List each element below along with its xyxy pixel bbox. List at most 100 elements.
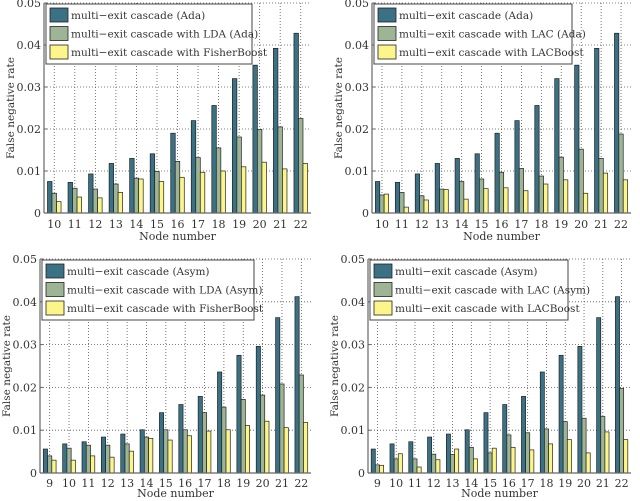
x-axis-label: Node number bbox=[139, 230, 216, 243]
legend-label-2: multi−exit cascade with LDA (Asym) bbox=[67, 285, 262, 297]
bar-series-1 bbox=[139, 429, 145, 474]
bar-series-1 bbox=[614, 32, 620, 214]
legend: multi−exit cascade (Asym) multi−exit casc… bbox=[369, 259, 590, 321]
bar-series-2 bbox=[525, 432, 531, 474]
legend-swatch-1 bbox=[373, 263, 393, 279]
bar-series-3 bbox=[56, 201, 62, 214]
bar-series-3 bbox=[602, 172, 609, 214]
bar-series-3 bbox=[225, 429, 231, 474]
bar-series-3 bbox=[443, 189, 449, 214]
bar-series-3 bbox=[622, 179, 628, 214]
bar-series-2 bbox=[479, 178, 485, 214]
x-tick-label: 14 bbox=[464, 477, 478, 490]
bar-series-3 bbox=[383, 193, 389, 214]
bar-series-3 bbox=[51, 459, 57, 474]
x-tick-label: 12 bbox=[88, 218, 102, 231]
bar-series-1 bbox=[494, 132, 500, 214]
x-tick-label: 9 bbox=[46, 477, 53, 490]
bar-series-3 bbox=[199, 171, 206, 214]
bar-series-1 bbox=[558, 354, 564, 474]
bar-series-2 bbox=[598, 158, 604, 214]
legend-box bbox=[369, 259, 569, 321]
y-tick-label: 0.04 bbox=[13, 296, 38, 309]
x-tick-label: 19 bbox=[232, 218, 246, 231]
x-tick-label: 21 bbox=[275, 477, 289, 490]
bar-series-1 bbox=[414, 173, 420, 214]
bar-series-2 bbox=[154, 171, 160, 214]
bar-series-3 bbox=[90, 455, 96, 474]
y-tick-label: 0.05 bbox=[13, 253, 38, 266]
bar-series-1 bbox=[47, 181, 53, 214]
legend-swatch-3 bbox=[49, 44, 69, 60]
bar-series-2 bbox=[619, 387, 625, 474]
y-tick-label: 0.01 bbox=[341, 424, 366, 437]
bar-series-1 bbox=[502, 404, 508, 474]
bar-series-3 bbox=[604, 431, 610, 474]
bar-series-3 bbox=[220, 170, 226, 214]
bar-series-2 bbox=[459, 181, 465, 214]
x-tick-label: 14 bbox=[139, 477, 153, 490]
bar-series-1 bbox=[275, 317, 281, 474]
y-tick-label: 0 bbox=[30, 467, 37, 480]
bar-series-2 bbox=[558, 156, 564, 214]
x-tick-label: 13 bbox=[120, 477, 134, 490]
x-tick-label: 16 bbox=[502, 477, 516, 490]
bar-series-3 bbox=[623, 439, 629, 474]
bar-series-1 bbox=[375, 181, 381, 214]
x-tick-label: 17 bbox=[521, 477, 535, 490]
x-axis-label: Node number bbox=[137, 487, 214, 497]
y-tick-label: 0.05 bbox=[17, 0, 42, 10]
bar-series-1 bbox=[521, 396, 526, 474]
bar-series-1 bbox=[483, 412, 489, 474]
grid bbox=[368, 258, 631, 473]
x-tick-label: 20 bbox=[253, 218, 267, 231]
y-tick-label: 0.04 bbox=[17, 39, 42, 52]
bar-series-2 bbox=[399, 192, 405, 214]
x-tick-label: 21 bbox=[594, 218, 608, 231]
bar-series-2 bbox=[260, 394, 266, 474]
bar-chart-ada-lac: 0 0.01 0.02 0.03 0.04 0.05 10 11 12 13 14 15 16 17 18 1… bbox=[333, 0, 631, 243]
legend-label-2: multi−exit cascade with LAC (Ada) bbox=[399, 29, 586, 41]
bar-series-3 bbox=[523, 190, 529, 214]
x-tick-label: 13 bbox=[446, 477, 460, 490]
bar-series-3 bbox=[403, 206, 409, 214]
bars bbox=[370, 296, 629, 474]
bar-series-1 bbox=[408, 441, 414, 474]
bar-series-3 bbox=[548, 443, 554, 474]
x-tick-label: 12 bbox=[101, 477, 115, 490]
y-tick-label: 0.03 bbox=[341, 339, 366, 352]
bar-series-2 bbox=[202, 412, 208, 474]
bar-series-1 bbox=[514, 120, 520, 214]
bar-series-3 bbox=[70, 459, 76, 474]
legend: multi−exit cascade (Asym) multi−exit casc… bbox=[41, 259, 264, 321]
bar-chart-asym-lda: 0 0.01 0.02 0.03 0.04 0.05 9 10 11 12 13 14 15 16 17 18… bbox=[1, 253, 311, 500]
legend-swatch-2 bbox=[49, 26, 69, 41]
bar-series-1 bbox=[42, 448, 48, 474]
bar-series-1 bbox=[427, 436, 433, 474]
y-axis-label: False negative rate bbox=[333, 57, 345, 159]
bar-series-3 bbox=[206, 430, 212, 474]
bar-series-3 bbox=[117, 192, 124, 214]
y-tick-label: 0.05 bbox=[341, 253, 366, 266]
x-tick-label: 21 bbox=[273, 218, 287, 231]
bar-series-2 bbox=[374, 464, 380, 474]
x-tick-label: 20 bbox=[577, 477, 591, 490]
bar-series-1 bbox=[149, 153, 156, 214]
bar-series-1 bbox=[252, 64, 258, 214]
bar-series-1 bbox=[190, 120, 197, 214]
legend-swatch-2 bbox=[45, 282, 65, 297]
x-tick-label: 22 bbox=[614, 218, 628, 231]
bar-series-3 bbox=[302, 163, 308, 214]
bar-series-3 bbox=[303, 422, 309, 474]
bar-series-2 bbox=[618, 133, 624, 214]
x-tick-label: 22 bbox=[294, 477, 308, 490]
chart-panel-bottom-left: 0 0.01 0.02 0.03 0.04 0.05 9 10 11 12 13 14 15 16 17 18… bbox=[0, 250, 320, 500]
x-tick-label: 18 bbox=[212, 218, 226, 231]
x-tick-label: 11 bbox=[408, 477, 422, 490]
bar-series-2 bbox=[143, 436, 149, 474]
bar-series-2 bbox=[277, 126, 283, 214]
bar-series-3 bbox=[583, 192, 589, 214]
bar-series-2 bbox=[439, 188, 445, 214]
bar-series-3 bbox=[566, 439, 572, 474]
bar-series-2 bbox=[393, 458, 399, 474]
